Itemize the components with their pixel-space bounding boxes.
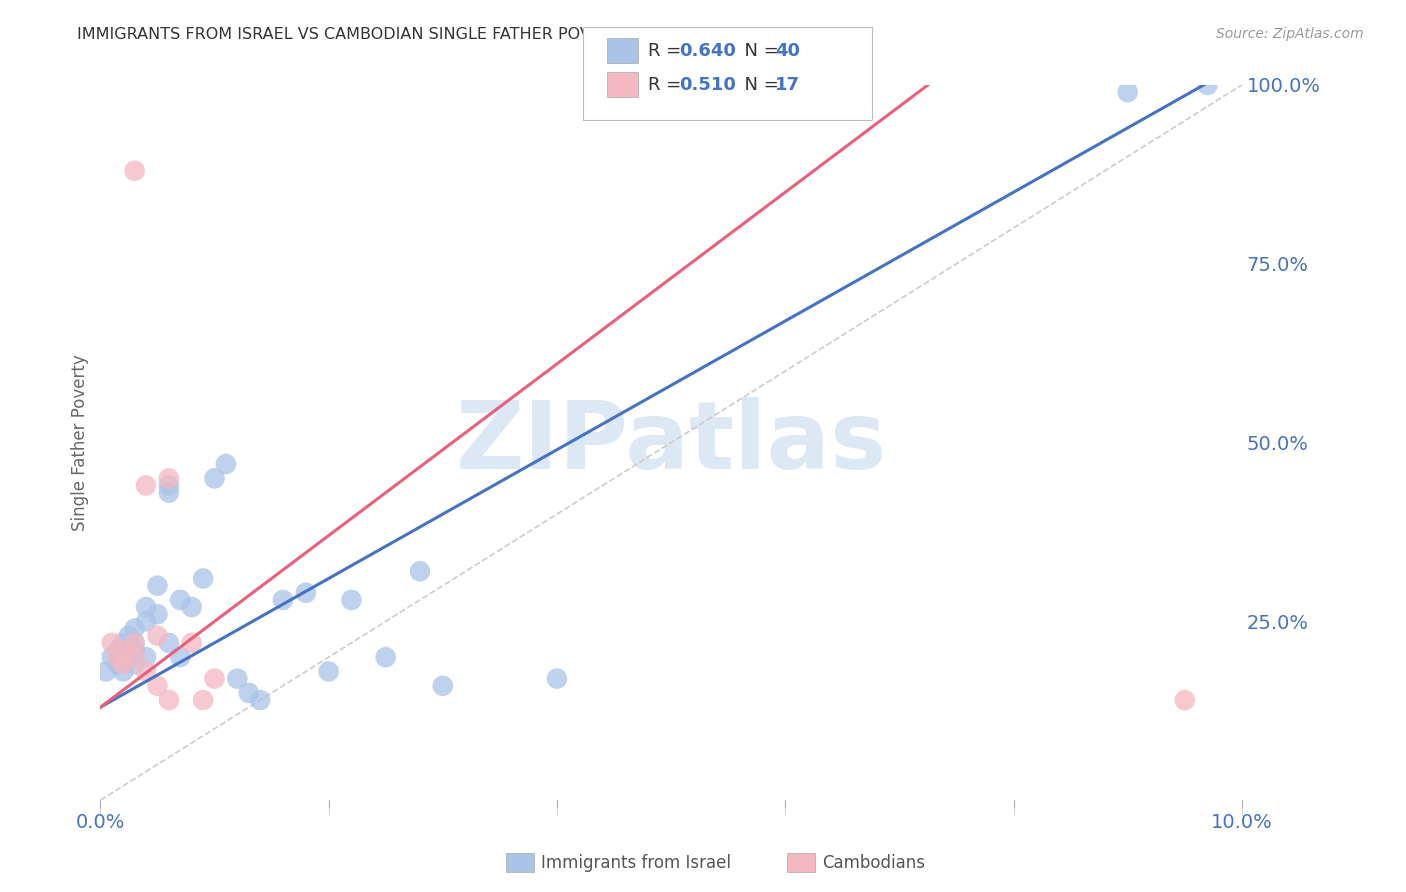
Text: IMMIGRANTS FROM ISRAEL VS CAMBODIAN SINGLE FATHER POVERTY CORRELATION CHART: IMMIGRANTS FROM ISRAEL VS CAMBODIAN SING… — [77, 27, 810, 42]
Point — [118, 650, 141, 665]
Point — [191, 572, 214, 586]
Point — [135, 615, 157, 629]
Point — [169, 593, 191, 607]
Point — [157, 636, 180, 650]
Point — [546, 672, 568, 686]
Point — [112, 650, 135, 665]
Point — [112, 665, 135, 679]
Point — [204, 672, 226, 686]
Point — [146, 629, 169, 643]
Point — [157, 471, 180, 485]
Point — [374, 650, 396, 665]
Point — [226, 672, 249, 686]
Text: Immigrants from Israel: Immigrants from Israel — [541, 854, 731, 871]
Point — [124, 657, 146, 672]
Point — [124, 636, 146, 650]
Point — [112, 657, 135, 672]
Point — [135, 600, 157, 615]
Text: ZIPatlas: ZIPatlas — [456, 397, 887, 489]
Point — [124, 650, 146, 665]
Text: R =: R = — [648, 76, 688, 94]
Text: R =: R = — [648, 42, 688, 60]
Point — [118, 629, 141, 643]
Point — [432, 679, 454, 693]
Point — [100, 636, 122, 650]
Point — [1197, 78, 1219, 92]
Text: Source: ZipAtlas.com: Source: ZipAtlas.com — [1216, 27, 1364, 41]
Text: 40: 40 — [775, 42, 800, 60]
Point — [271, 593, 294, 607]
Point — [146, 607, 169, 622]
Point — [204, 471, 226, 485]
Text: N =: N = — [733, 76, 785, 94]
Point — [295, 586, 318, 600]
Point — [146, 679, 169, 693]
Point — [135, 478, 157, 492]
Point — [124, 636, 146, 650]
Point — [1116, 85, 1139, 99]
Point — [340, 593, 363, 607]
Point — [238, 686, 260, 700]
Point — [318, 665, 340, 679]
Text: N =: N = — [733, 42, 785, 60]
Point — [191, 693, 214, 707]
Point — [124, 163, 146, 178]
Point — [157, 478, 180, 492]
Point — [215, 457, 238, 471]
Point — [157, 485, 180, 500]
Text: Cambodians: Cambodians — [823, 854, 925, 871]
Point — [112, 636, 135, 650]
Point — [100, 650, 122, 665]
Point — [124, 622, 146, 636]
Point — [124, 643, 146, 657]
Text: 0.640: 0.640 — [679, 42, 735, 60]
Text: 17: 17 — [775, 76, 800, 94]
Point — [409, 564, 432, 578]
Point — [107, 657, 129, 672]
Text: 0.510: 0.510 — [679, 76, 735, 94]
Point — [107, 643, 129, 657]
Point — [1174, 693, 1197, 707]
Point — [249, 693, 271, 707]
Point — [112, 643, 135, 657]
Point — [146, 579, 169, 593]
Y-axis label: Single Father Poverty: Single Father Poverty — [72, 354, 89, 531]
Point — [157, 693, 180, 707]
Point — [107, 650, 129, 665]
Point — [135, 650, 157, 665]
Point — [169, 650, 191, 665]
Point — [180, 636, 202, 650]
Point — [94, 665, 117, 679]
Point — [135, 665, 157, 679]
Point — [180, 600, 202, 615]
